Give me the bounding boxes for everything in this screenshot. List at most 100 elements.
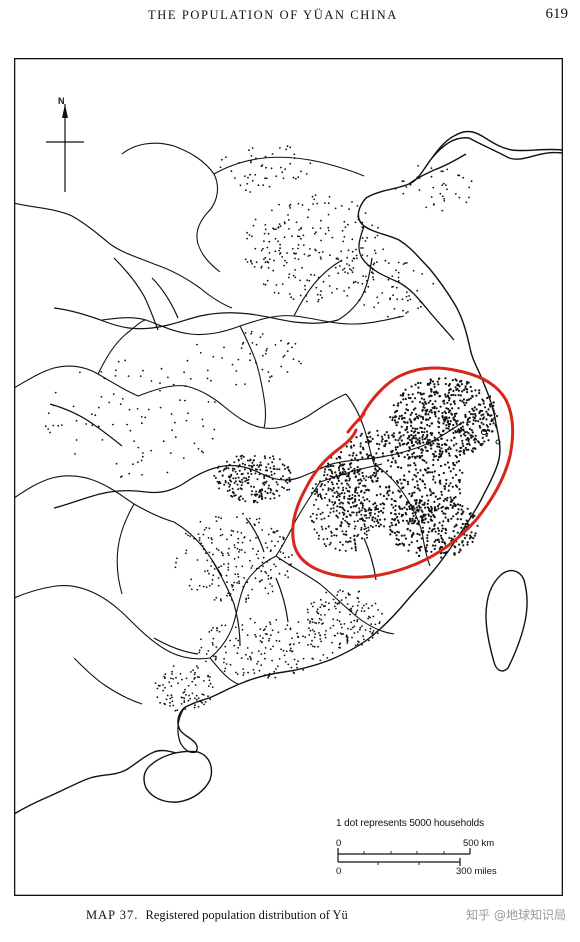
population-dot xyxy=(171,673,173,675)
population-dot xyxy=(412,451,415,454)
population-dot xyxy=(362,275,364,277)
population-dot xyxy=(461,522,464,526)
population-dot xyxy=(274,344,277,346)
population-dot xyxy=(434,544,437,547)
population-dot xyxy=(374,502,377,505)
population-dot xyxy=(187,412,190,415)
population-dot xyxy=(215,655,217,658)
population-dot xyxy=(427,401,430,404)
population-dot xyxy=(416,438,419,441)
population-dot xyxy=(164,703,167,706)
population-dot xyxy=(264,155,267,158)
population-dot xyxy=(261,164,264,166)
population-dot xyxy=(433,455,436,458)
population-dot xyxy=(275,481,278,484)
population-dot xyxy=(355,248,357,251)
population-dot xyxy=(390,461,393,464)
population-dot xyxy=(338,506,341,508)
population-dot xyxy=(238,551,240,553)
population-dot xyxy=(417,523,420,526)
population-dot xyxy=(459,548,462,551)
population-dot xyxy=(351,496,354,499)
population-dot xyxy=(402,309,404,312)
population-dot xyxy=(353,470,356,473)
population-dot xyxy=(114,375,117,377)
population-dot xyxy=(358,511,361,514)
population-dot xyxy=(327,229,330,232)
population-dot xyxy=(398,316,401,318)
population-dot xyxy=(176,709,179,712)
population-dot xyxy=(268,240,271,243)
population-dot xyxy=(340,626,343,629)
population-dot xyxy=(223,670,226,672)
population-dot xyxy=(438,449,441,452)
population-dot xyxy=(255,635,257,638)
population-dot xyxy=(405,503,408,506)
population-dot xyxy=(244,332,247,334)
population-dot xyxy=(350,607,353,610)
population-dot xyxy=(367,529,370,532)
population-dot xyxy=(461,541,464,544)
population-dot xyxy=(219,598,222,601)
population-dot xyxy=(286,481,289,484)
population-dot xyxy=(359,451,362,454)
population-dot xyxy=(201,418,204,421)
population-dot xyxy=(434,495,437,498)
population-dot xyxy=(260,495,263,498)
population-dot xyxy=(377,515,380,517)
population-dot xyxy=(432,463,435,467)
population-dot xyxy=(395,543,398,546)
population-dot xyxy=(238,548,241,551)
population-dot xyxy=(423,431,426,434)
population-dot xyxy=(324,545,327,548)
population-dot xyxy=(396,519,400,522)
population-dot xyxy=(289,480,292,483)
shandong-peninsula xyxy=(408,153,467,185)
population-dot xyxy=(297,247,299,250)
population-dot xyxy=(439,482,442,485)
population-dot xyxy=(353,505,356,507)
population-dot xyxy=(319,256,322,259)
population-dot xyxy=(275,228,277,231)
population-dot xyxy=(349,608,351,611)
population-dot xyxy=(319,493,322,496)
population-dot xyxy=(267,675,270,678)
population-dot xyxy=(187,534,189,537)
population-dot xyxy=(212,355,215,358)
population-dot xyxy=(213,599,216,601)
population-dot xyxy=(389,528,392,531)
population-dot xyxy=(187,699,190,702)
population-dot xyxy=(274,250,277,253)
population-dot xyxy=(422,434,425,437)
population-dot xyxy=(391,275,394,277)
population-dot xyxy=(384,442,387,446)
population-dot xyxy=(255,553,258,556)
population-dot xyxy=(338,469,341,472)
population-dot xyxy=(463,404,466,407)
population-dot xyxy=(170,677,172,680)
population-dot xyxy=(399,496,402,499)
population-dot xyxy=(414,457,417,460)
population-dot xyxy=(426,534,429,537)
population-dot xyxy=(328,602,330,605)
population-dot xyxy=(307,255,310,257)
population-dot xyxy=(225,651,227,654)
population-dot xyxy=(351,271,354,274)
population-dot xyxy=(253,672,256,674)
population-dot xyxy=(282,538,285,541)
population-dot xyxy=(327,515,330,518)
population-dot xyxy=(464,446,467,450)
population-dot xyxy=(429,471,432,474)
population-dot xyxy=(448,383,451,386)
population-dot xyxy=(124,359,127,362)
population-dot xyxy=(400,482,403,485)
population-dot xyxy=(455,461,458,464)
population-dot xyxy=(229,483,232,486)
population-dot xyxy=(258,495,261,498)
population-dot xyxy=(176,557,178,560)
population-dot xyxy=(354,457,357,460)
population-dot xyxy=(397,439,400,442)
population-dot xyxy=(275,619,278,621)
population-dot xyxy=(249,655,251,658)
population-dot xyxy=(252,668,255,671)
